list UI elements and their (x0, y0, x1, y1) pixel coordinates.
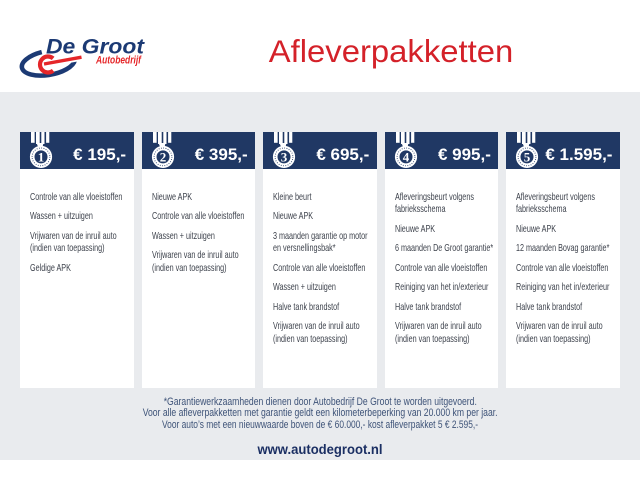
svg-text:2: 2 (159, 149, 166, 164)
svg-text:Autobedrijf: Autobedrijf (95, 55, 142, 67)
svg-text:3: 3 (281, 149, 288, 164)
svg-text:4: 4 (403, 149, 410, 164)
svg-text:De Groot: De Groot (46, 34, 145, 58)
svg-text:5: 5 (524, 149, 531, 164)
svg-text:1: 1 (38, 149, 45, 164)
